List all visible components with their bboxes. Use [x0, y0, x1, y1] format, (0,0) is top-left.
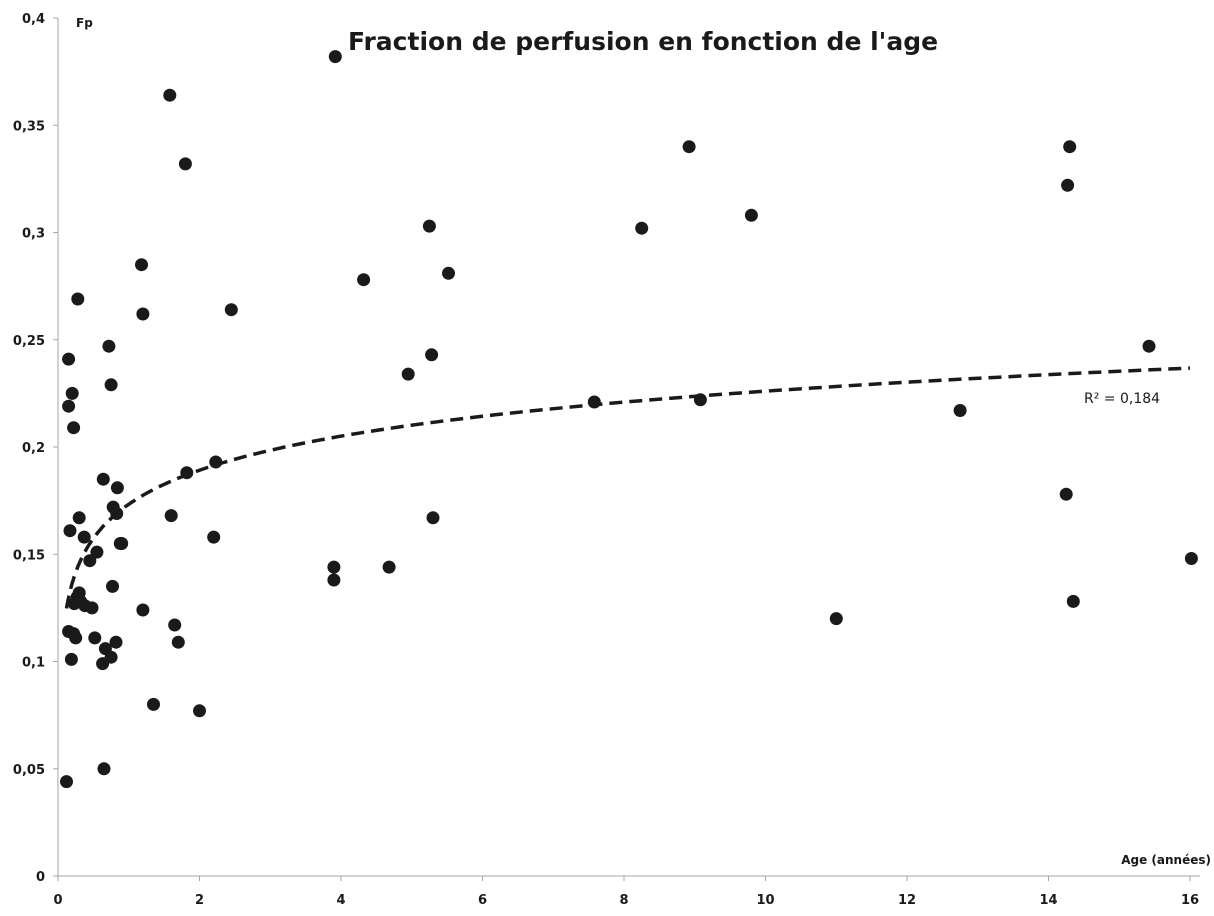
data-point [328, 50, 342, 64]
data-point [106, 579, 119, 593]
data-point [64, 652, 78, 666]
data-point [77, 530, 91, 544]
x-tick-label: 6 [478, 893, 487, 908]
data-point [180, 466, 194, 480]
data-point [401, 367, 415, 381]
x-tick-label: 4 [336, 893, 345, 908]
data-point [62, 352, 76, 366]
axes [57, 18, 1200, 877]
data-point [425, 348, 439, 362]
x-tick-label: 16 [1181, 893, 1199, 908]
data-point [693, 393, 707, 407]
data-point [1061, 178, 1075, 192]
data-point [63, 524, 77, 538]
x-tick-label: 2 [195, 893, 204, 908]
data-point [327, 573, 341, 587]
x-axis-label: Age (années) [1121, 853, 1211, 867]
x-tick-label: 0 [53, 893, 62, 908]
x-tick-label: 12 [898, 893, 916, 908]
data-point [136, 603, 150, 617]
data-point [1063, 140, 1077, 154]
data-point [83, 554, 97, 568]
data-point [115, 537, 129, 550]
data-point [207, 530, 221, 544]
data-point [171, 635, 185, 649]
data-point [1184, 552, 1198, 565]
data-point [72, 511, 86, 525]
data-point [102, 339, 116, 353]
y-axis-label: Fp [76, 16, 93, 30]
data-point [209, 455, 223, 469]
data-point [62, 399, 76, 413]
data-point [953, 404, 967, 417]
data-point [829, 612, 843, 626]
x-tick-label: 8 [619, 893, 628, 908]
y-tick-label: 0 [36, 870, 45, 885]
data-points [60, 50, 1198, 789]
data-point [1142, 339, 1156, 353]
data-point [193, 704, 206, 718]
data-point [1059, 487, 1073, 501]
data-point [69, 631, 83, 645]
data-point [426, 511, 440, 525]
chart-title: Fraction de perfusion en fonction de l'a… [348, 27, 938, 56]
r-squared-label: R² = 0,184 [1084, 391, 1160, 407]
y-tick-label: 0,1 [22, 656, 45, 671]
y-tick-label: 0,4 [22, 12, 45, 27]
y-tick-label: 0,15 [13, 548, 45, 563]
data-point [164, 509, 178, 523]
data-point [635, 221, 649, 235]
y-tick-label: 0,05 [13, 763, 45, 778]
data-point [110, 481, 124, 495]
tick-labels: 0 0,05 0,1 0,15 0,2 0,25 0,3 0,35 0,4 0 2 4 6 8 10 12 14… [13, 12, 1199, 908]
data-point [104, 650, 118, 664]
data-point [163, 88, 177, 102]
data-point [327, 560, 341, 574]
data-point [587, 395, 601, 409]
x-tick-label: 10 [756, 893, 774, 908]
data-point [682, 140, 696, 154]
data-point [382, 560, 396, 574]
y-tick-label: 0,2 [22, 441, 45, 456]
data-point [442, 266, 455, 280]
data-point [97, 762, 111, 776]
data-point [67, 421, 81, 435]
data-point [147, 697, 160, 711]
data-point [178, 157, 192, 171]
data-point [1066, 594, 1080, 608]
y-tick-label: 0,35 [13, 119, 45, 134]
data-point [60, 775, 73, 789]
data-point [357, 273, 371, 287]
data-point [88, 631, 102, 645]
data-point [90, 545, 104, 559]
tick-marks [53, 17, 1191, 881]
trendline [64, 366, 1191, 609]
data-point [71, 292, 85, 306]
data-point [104, 378, 118, 392]
y-tick-label: 0,25 [13, 334, 45, 349]
data-point [96, 472, 110, 486]
data-point [109, 635, 123, 649]
trendline-group [64, 366, 1191, 609]
data-point [744, 208, 758, 222]
data-point [135, 258, 148, 272]
data-point [65, 386, 79, 400]
data-point [422, 219, 436, 233]
data-point [168, 618, 182, 632]
data-point [110, 507, 124, 520]
data-point [136, 307, 150, 321]
y-tick-label: 0,3 [22, 227, 45, 242]
data-point [224, 303, 238, 317]
x-tick-label: 14 [1039, 893, 1057, 908]
data-point [85, 601, 99, 615]
